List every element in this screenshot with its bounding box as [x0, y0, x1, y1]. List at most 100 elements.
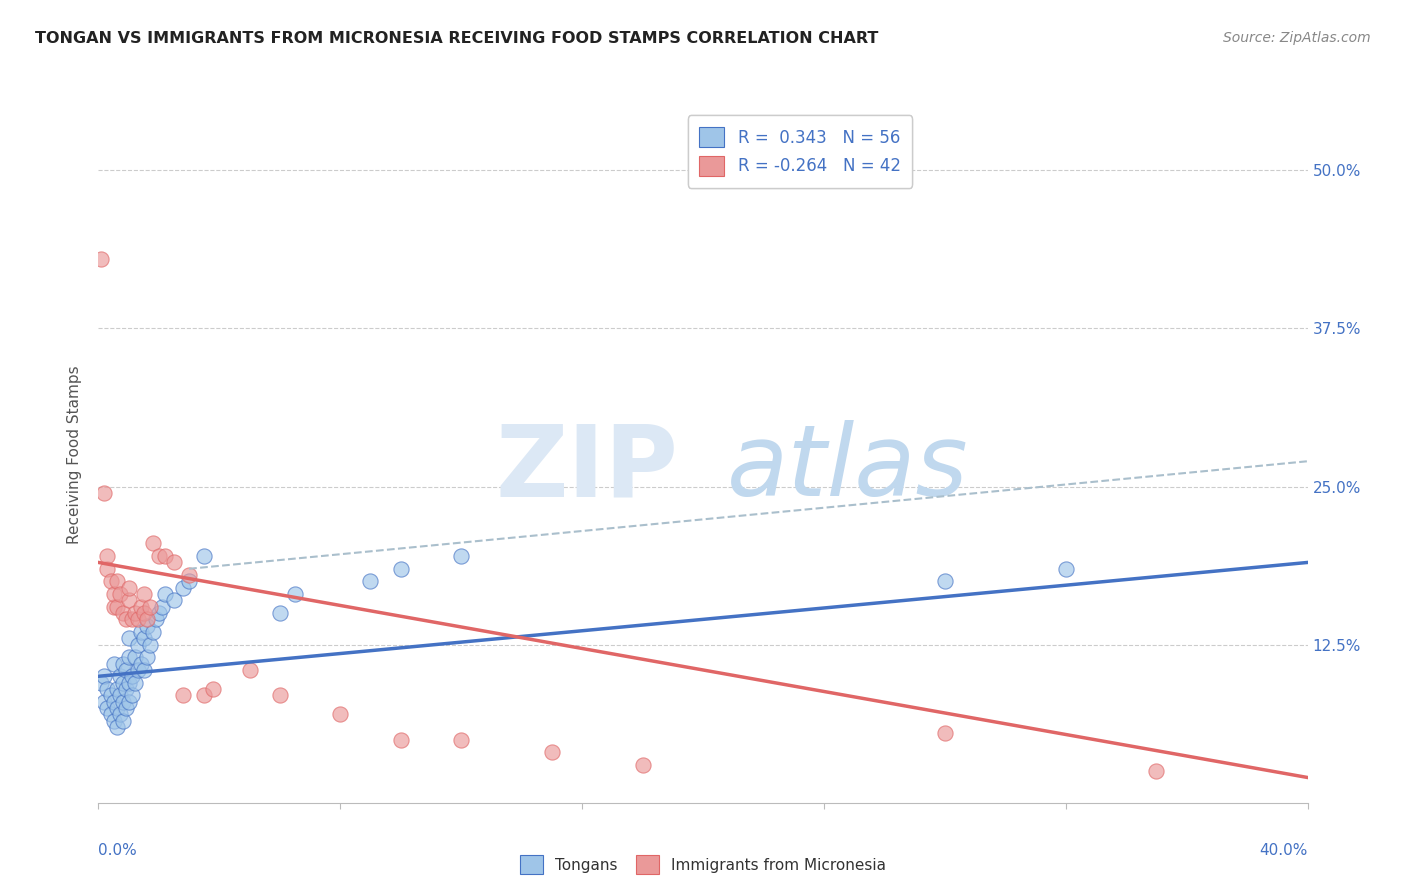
Point — [121, 612, 143, 626]
Point — [100, 688, 122, 702]
Point — [172, 688, 194, 702]
Point — [329, 707, 352, 722]
Point — [193, 688, 215, 702]
Point — [135, 618, 157, 632]
Point — [193, 549, 215, 563]
Point — [121, 688, 143, 702]
Point — [118, 695, 141, 709]
Point — [96, 549, 118, 563]
Point — [103, 599, 125, 614]
Text: 0.0%: 0.0% — [98, 843, 138, 858]
Point — [389, 732, 412, 747]
Point — [100, 574, 122, 589]
Point — [135, 650, 157, 665]
Point — [389, 562, 412, 576]
Text: Source: ZipAtlas.com: Source: ZipAtlas.com — [1223, 31, 1371, 45]
Point — [142, 625, 165, 640]
Point — [105, 599, 128, 614]
Point — [631, 757, 654, 772]
Point — [124, 606, 146, 620]
Point — [1144, 764, 1167, 779]
Point — [118, 632, 141, 646]
Point — [1054, 562, 1077, 576]
Point — [163, 556, 186, 570]
Point — [148, 549, 170, 563]
Point — [108, 669, 131, 683]
Point — [132, 587, 155, 601]
Point — [93, 669, 115, 683]
Point — [90, 252, 112, 266]
Point — [90, 675, 112, 690]
Point — [114, 612, 136, 626]
Point — [132, 663, 155, 677]
Point — [118, 581, 141, 595]
Point — [202, 681, 225, 696]
Point — [163, 593, 186, 607]
Point — [111, 695, 134, 709]
Point — [96, 681, 118, 696]
Point — [129, 625, 152, 640]
Point — [96, 701, 118, 715]
Point — [103, 587, 125, 601]
Point — [108, 688, 131, 702]
Point — [93, 486, 115, 500]
Point — [540, 745, 562, 759]
Point — [111, 675, 134, 690]
Point — [132, 606, 155, 620]
Point — [103, 657, 125, 671]
Point — [153, 587, 176, 601]
Point — [121, 669, 143, 683]
Text: 40.0%: 40.0% — [1260, 843, 1308, 858]
Point — [450, 732, 472, 747]
Y-axis label: Receiving Food Stamps: Receiving Food Stamps — [67, 366, 83, 544]
Point — [105, 720, 128, 734]
Point — [118, 675, 141, 690]
Point — [269, 606, 291, 620]
Point — [135, 612, 157, 626]
Point — [360, 574, 382, 589]
Point — [179, 568, 201, 582]
Point — [108, 707, 131, 722]
Point — [118, 650, 141, 665]
Point — [142, 536, 165, 550]
Point — [284, 587, 307, 601]
Point — [269, 688, 291, 702]
Legend: R =  0.343   N = 56, R = -0.264   N = 42: R = 0.343 N = 56, R = -0.264 N = 42 — [688, 115, 912, 187]
Point — [239, 663, 262, 677]
Point — [93, 695, 115, 709]
Point — [934, 726, 956, 740]
Point — [114, 701, 136, 715]
Point — [124, 650, 146, 665]
Legend: Tongans, Immigrants from Micronesia: Tongans, Immigrants from Micronesia — [513, 849, 893, 880]
Point — [111, 714, 134, 728]
Point — [139, 638, 162, 652]
Point — [172, 581, 194, 595]
Point — [127, 663, 149, 677]
Point — [111, 657, 134, 671]
Point — [114, 663, 136, 677]
Point — [145, 612, 167, 626]
Point — [96, 562, 118, 576]
Point — [150, 599, 173, 614]
Point — [100, 707, 122, 722]
Point — [105, 574, 128, 589]
Point — [129, 599, 152, 614]
Point — [139, 599, 162, 614]
Point — [450, 549, 472, 563]
Point — [108, 587, 131, 601]
Point — [153, 549, 176, 563]
Point — [105, 681, 128, 696]
Point — [114, 681, 136, 696]
Point — [111, 606, 134, 620]
Point — [103, 695, 125, 709]
Point — [132, 632, 155, 646]
Point — [127, 612, 149, 626]
Point — [179, 574, 201, 589]
Point — [129, 657, 152, 671]
Point — [103, 714, 125, 728]
Text: TONGAN VS IMMIGRANTS FROM MICRONESIA RECEIVING FOOD STAMPS CORRELATION CHART: TONGAN VS IMMIGRANTS FROM MICRONESIA REC… — [35, 31, 879, 46]
Point — [105, 701, 128, 715]
Point — [934, 574, 956, 589]
Text: ZIP: ZIP — [496, 420, 679, 517]
Text: atlas: atlas — [727, 420, 969, 517]
